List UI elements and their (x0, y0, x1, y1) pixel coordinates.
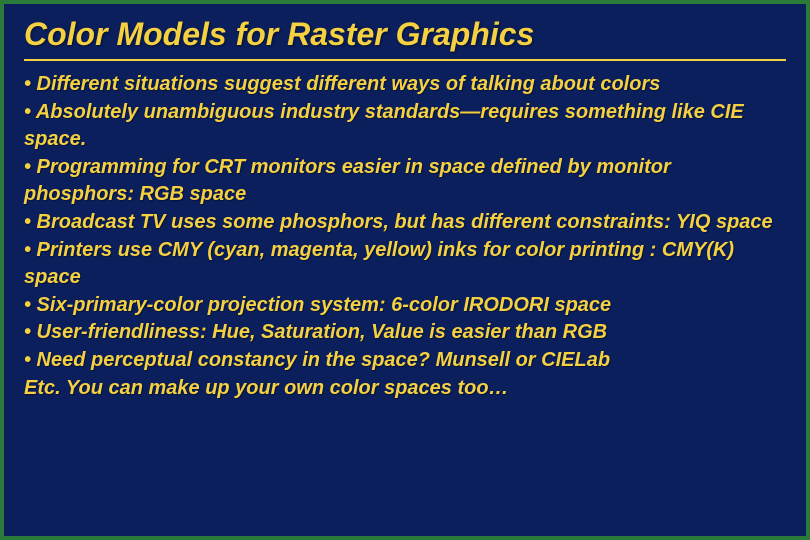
bullet-item: • Different situations suggest different… (24, 71, 786, 99)
slide-content: • Different situations suggest different… (24, 71, 786, 402)
bullet-item: • Printers use CMY (cyan, magenta, yello… (24, 237, 786, 292)
bullet-item: • User-friendliness: Hue, Saturation, Va… (24, 319, 786, 347)
bullet-item: • Broadcast TV uses some phosphors, but … (24, 209, 786, 237)
bullet-item: • Programming for CRT monitors easier in… (24, 154, 786, 209)
bullet-item: • Absolutely unambiguous industry standa… (24, 99, 786, 154)
bullet-item: • Need perceptual constancy in the space… (24, 347, 786, 375)
slide-container: Color Models for Raster Graphics • Diffe… (0, 0, 810, 540)
slide-title: Color Models for Raster Graphics (24, 16, 786, 53)
bullet-item: • Six-primary-color projection system: 6… (24, 292, 786, 320)
title-divider (24, 59, 786, 61)
footer-line: Etc. You can make up your own color spac… (24, 375, 786, 403)
